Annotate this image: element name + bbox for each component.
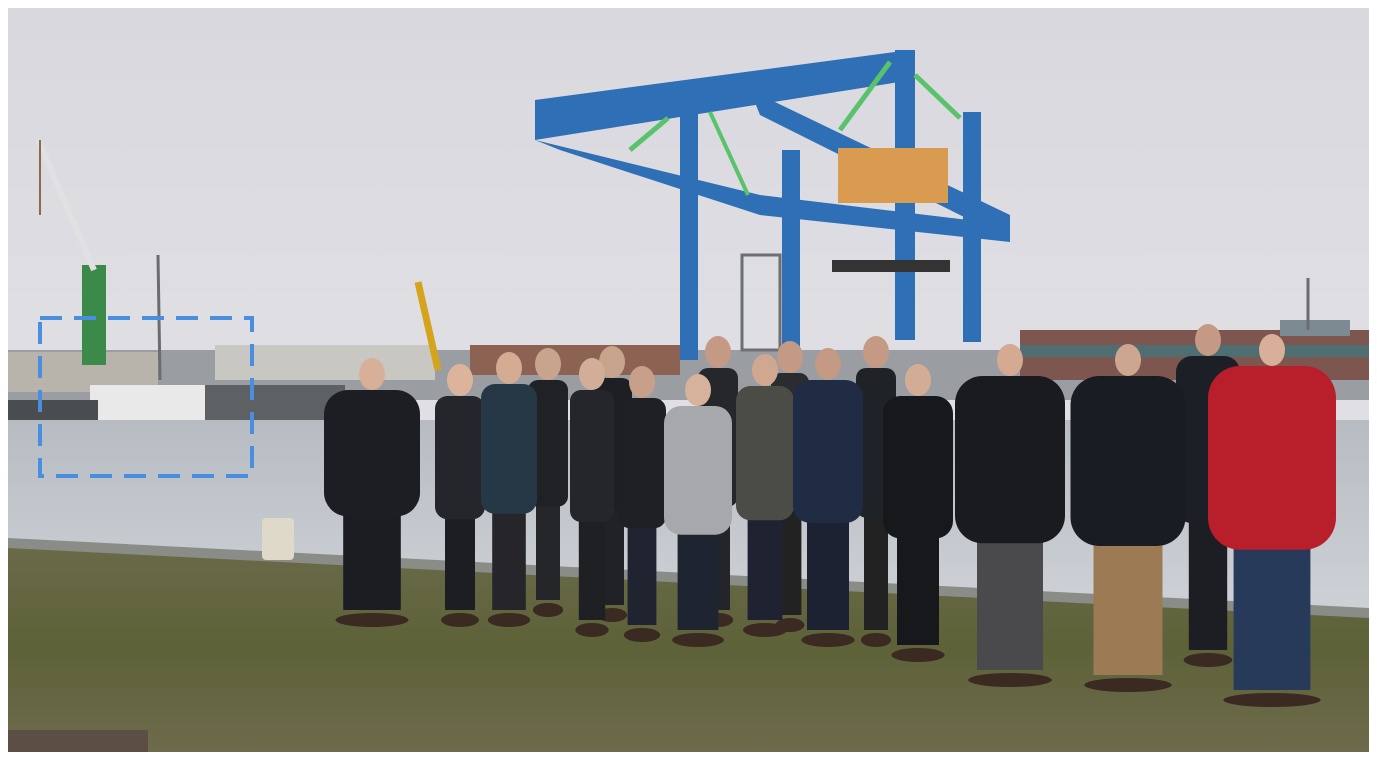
person-head — [863, 336, 889, 368]
person-shoes — [532, 603, 564, 617]
green-crane — [35, 138, 106, 365]
person-legs — [977, 533, 1043, 670]
person-head — [1195, 324, 1221, 356]
person-body — [435, 396, 485, 520]
person-head — [359, 358, 385, 390]
person-head — [447, 364, 473, 396]
person-body — [618, 398, 666, 529]
person-legs — [445, 509, 475, 610]
person-head — [599, 346, 625, 378]
people-group — [324, 324, 1336, 707]
person-legs — [343, 506, 401, 610]
person-head — [629, 366, 655, 398]
boat — [90, 385, 210, 420]
person-body — [481, 384, 537, 514]
person-head — [905, 364, 931, 396]
person-shoes — [441, 613, 479, 627]
person-body — [664, 406, 732, 535]
person-head — [705, 336, 731, 368]
person-body — [955, 376, 1065, 544]
person-legs — [1093, 535, 1163, 675]
highlight-box — [38, 316, 254, 478]
person-shoes — [1183, 653, 1233, 667]
person-body — [324, 390, 420, 517]
person-legs — [677, 524, 719, 630]
person-head — [997, 344, 1023, 376]
person-body — [528, 380, 568, 507]
bollard — [262, 518, 294, 560]
person-shoes — [623, 628, 661, 642]
person-legs — [778, 501, 802, 615]
person-shoes — [891, 648, 945, 662]
person-body — [1208, 366, 1336, 550]
person-head — [752, 354, 778, 386]
person-head — [1115, 344, 1141, 376]
person-body — [793, 380, 863, 523]
person-shoes — [801, 633, 855, 647]
person-head — [579, 358, 605, 390]
rail — [8, 730, 148, 752]
quay — [205, 385, 345, 425]
person-head — [685, 374, 711, 406]
person-shoes — [1084, 678, 1172, 692]
person-body — [883, 396, 953, 539]
person-head — [1259, 334, 1285, 366]
person-body — [570, 390, 614, 522]
container-sign — [1280, 320, 1350, 336]
person-body — [1070, 376, 1186, 546]
person-legs — [627, 518, 657, 625]
containers — [1020, 345, 1369, 357]
person-body — [736, 386, 794, 521]
person-legs — [747, 510, 783, 620]
gantry-crane — [535, 50, 1010, 360]
person-legs — [864, 507, 888, 630]
person-legs — [536, 496, 560, 600]
person-legs — [807, 513, 849, 630]
person-shoes — [672, 633, 724, 647]
person-shoes — [575, 623, 609, 637]
quay — [8, 400, 98, 422]
person-legs — [1233, 539, 1311, 690]
person-head — [535, 348, 561, 380]
person-shoes — [742, 623, 788, 637]
person-head — [815, 348, 841, 380]
person-shoes — [860, 633, 892, 647]
person-shoes — [968, 673, 1052, 687]
person-legs — [492, 503, 526, 610]
person-head — [496, 352, 522, 384]
building — [215, 345, 435, 380]
person-head — [777, 341, 803, 373]
person-shoes — [1223, 693, 1321, 707]
person-legs — [578, 512, 606, 620]
person-shoes — [335, 613, 409, 627]
person-legs — [897, 528, 939, 645]
person-shoes — [487, 613, 531, 627]
yellow-crane — [414, 281, 442, 371]
